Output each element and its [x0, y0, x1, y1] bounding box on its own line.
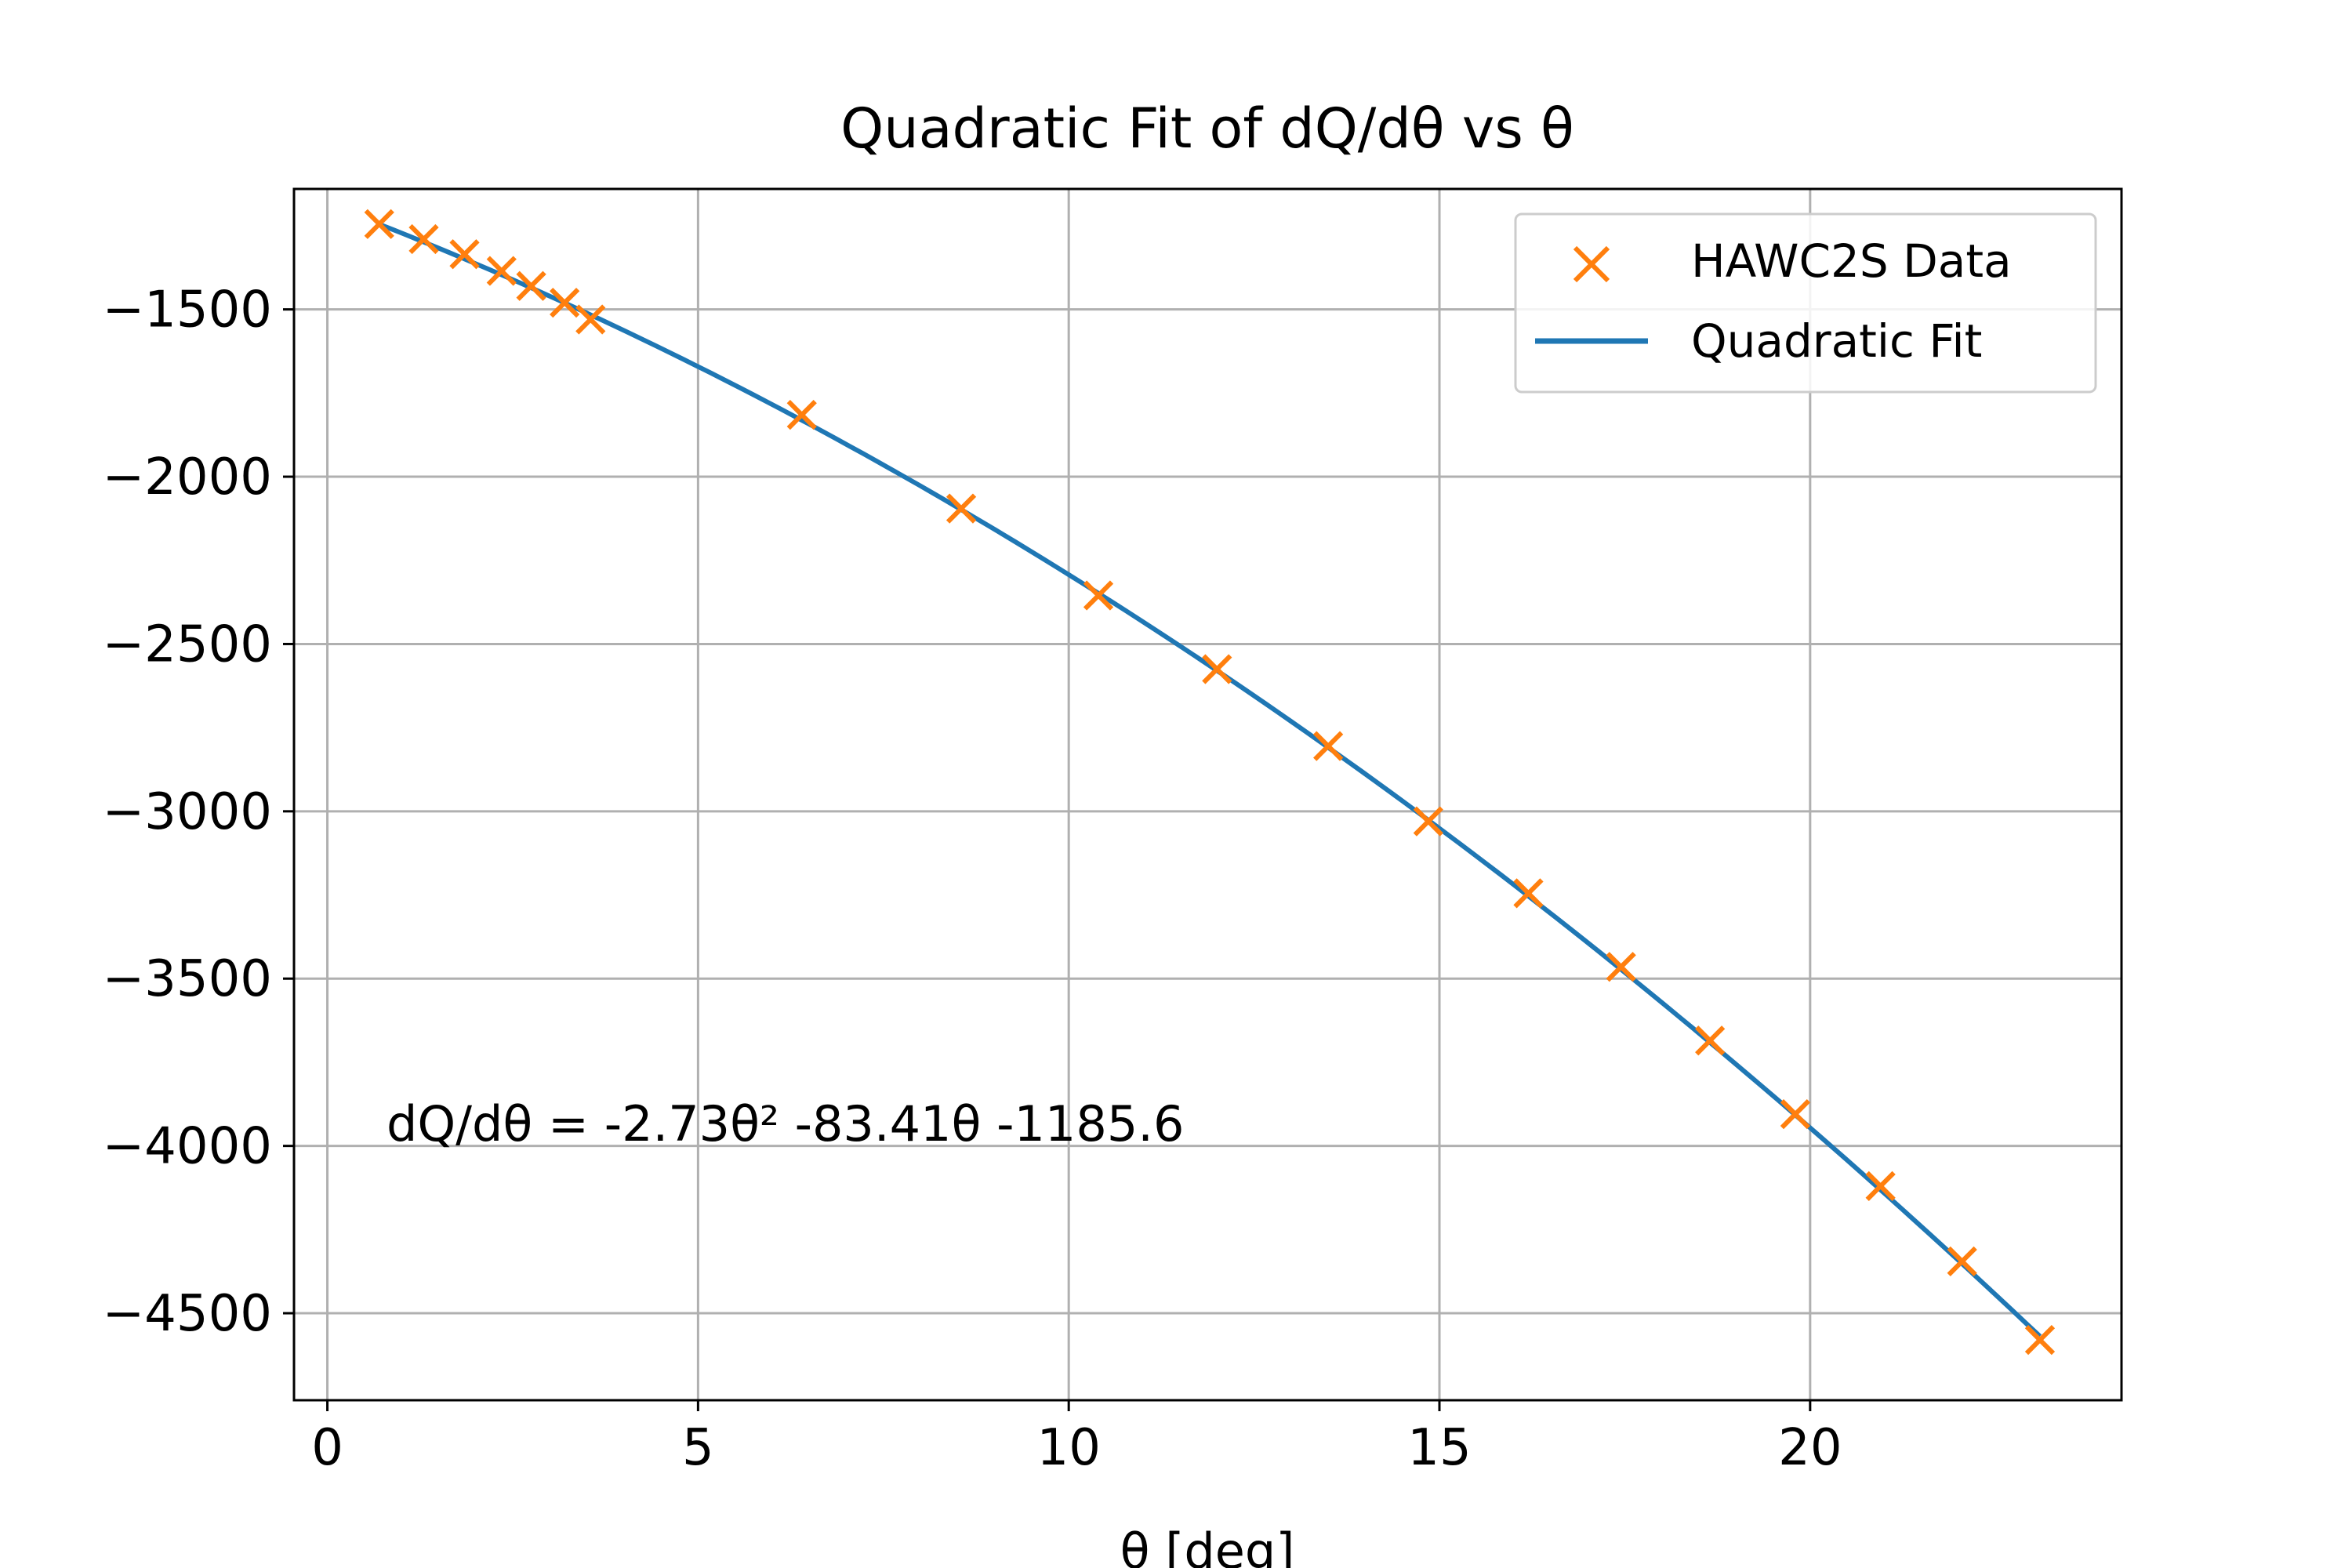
data-point	[575, 304, 606, 335]
data-point	[486, 256, 517, 286]
data-point	[1606, 952, 1636, 982]
data-point	[2024, 1325, 2056, 1356]
y-axis-ticks: −1500 −2000 −2500 −3000 −3500 −4000 −4500	[103, 281, 294, 1343]
x-tick-label: 20	[1778, 1419, 1842, 1477]
y-tick-label: −2000	[103, 448, 273, 506]
data-points	[364, 209, 2056, 1356]
y-tick-label: −1500	[103, 281, 273, 339]
legend: HAWC2S Data Quadratic Fit	[1514, 212, 2097, 394]
data-point	[516, 270, 546, 301]
x-tick-label: 0	[311, 1419, 343, 1477]
x-tick-label: 5	[682, 1419, 714, 1477]
plot-frame	[292, 187, 2123, 1402]
legend-label-data: HAWC2S Data	[1691, 234, 2012, 288]
fit-equation-annotation: dQ/dθ = -2.73θ² -83.41θ -1185.6	[387, 1095, 1184, 1152]
data-point	[1513, 878, 1544, 909]
quadratic-fit-line	[378, 222, 2042, 1338]
y-tick-label: −3500	[103, 950, 273, 1008]
legend-label-fit: Quadratic Fit	[1691, 314, 1982, 368]
data-point	[1947, 1246, 1977, 1277]
x-axis-label: θ [deg]	[1120, 1523, 1295, 1568]
fit-line-layer	[378, 222, 2042, 1338]
y-tick-label: −2500	[103, 615, 273, 673]
data-point	[1202, 654, 1232, 684]
data-point	[449, 239, 480, 270]
data-point	[1695, 1025, 1726, 1056]
data-point	[786, 399, 817, 430]
y-tick-label: −4500	[103, 1285, 273, 1343]
chart-title: Quadratic Fit of dQ/dθ vs θ	[840, 96, 1574, 161]
legend-marker-x-icon	[1573, 245, 1610, 283]
data-point	[1780, 1098, 1811, 1130]
x-tick-label: 10	[1036, 1419, 1100, 1477]
x-axis-ticks: 0 5 10 15 20	[311, 1400, 1842, 1477]
data-point	[946, 493, 977, 524]
data-point	[1865, 1171, 1896, 1201]
y-tick-label: −4000	[103, 1118, 273, 1176]
data-point	[408, 223, 439, 255]
data-point	[1083, 580, 1114, 611]
x-tick-label: 15	[1407, 1419, 1471, 1477]
data-point	[1413, 806, 1443, 837]
data-point	[550, 287, 580, 318]
legend-box	[1514, 212, 2097, 394]
data-point	[1313, 731, 1344, 761]
grid	[294, 189, 2122, 1400]
data-point	[364, 209, 394, 239]
y-tick-label: −3000	[103, 783, 273, 841]
